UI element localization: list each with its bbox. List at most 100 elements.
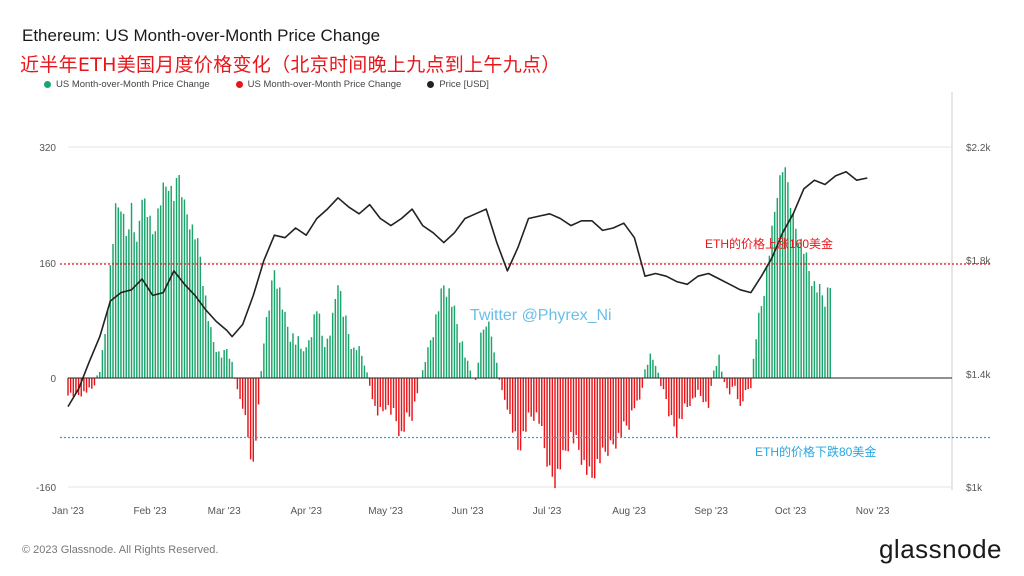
bar-positive bbox=[451, 306, 453, 378]
bar-positive bbox=[321, 335, 323, 378]
bar-positive bbox=[461, 341, 464, 378]
bar-negative bbox=[535, 378, 538, 413]
bar-negative bbox=[75, 378, 77, 394]
bar-positive bbox=[345, 315, 347, 378]
bar-negative bbox=[530, 378, 532, 417]
bar-negative bbox=[387, 378, 389, 406]
y-left-tick-label: 160 bbox=[39, 259, 56, 270]
x-tick-label: Feb '23 bbox=[134, 506, 167, 517]
bar-negative bbox=[631, 378, 633, 411]
bar-positive bbox=[318, 313, 321, 378]
legend-item-price[interactable]: Price [USD] bbox=[427, 79, 489, 90]
bar-positive bbox=[202, 286, 204, 378]
bar-positive bbox=[284, 311, 286, 379]
bar-negative bbox=[728, 378, 731, 395]
y-right-tick-label: $1.8k bbox=[966, 256, 991, 267]
bar-positive bbox=[797, 243, 800, 378]
bar-positive bbox=[226, 348, 228, 378]
bar-positive bbox=[316, 311, 318, 378]
bar-positive bbox=[292, 333, 294, 378]
bar-positive bbox=[173, 200, 175, 378]
bar-positive bbox=[763, 295, 765, 378]
bar-negative bbox=[572, 378, 575, 444]
bar-negative bbox=[392, 378, 395, 408]
bar-positive bbox=[366, 372, 368, 378]
bar-positive bbox=[146, 217, 149, 378]
bar-negative bbox=[83, 378, 85, 392]
bar-positive bbox=[286, 326, 289, 378]
bar-negative bbox=[390, 378, 392, 415]
bar-negative bbox=[697, 378, 699, 390]
bar-positive bbox=[199, 256, 202, 378]
bar-positive bbox=[218, 351, 220, 378]
bar-positive bbox=[445, 296, 448, 378]
annotation-down-label: ETH的价格下跌80美金 bbox=[755, 444, 876, 459]
bar-positive bbox=[803, 253, 805, 378]
bar-positive bbox=[821, 295, 824, 378]
bar-positive bbox=[493, 352, 495, 378]
legend-label: US Month-over-Month Price Change bbox=[247, 79, 402, 90]
bar-positive bbox=[212, 342, 215, 378]
legend-item-negative[interactable]: US Month-over-Month Price Change bbox=[235, 79, 402, 90]
bar-negative bbox=[623, 378, 625, 422]
bar-positive bbox=[829, 288, 831, 378]
bar-positive bbox=[334, 298, 337, 378]
bar-positive bbox=[276, 288, 278, 378]
bar-negative bbox=[567, 378, 569, 452]
bar-negative bbox=[588, 378, 591, 467]
bar-negative bbox=[660, 378, 662, 387]
bar-negative bbox=[564, 378, 567, 451]
bar-positive bbox=[453, 305, 456, 378]
bar-positive bbox=[464, 357, 466, 378]
bar-positive bbox=[789, 207, 792, 378]
bar-negative bbox=[731, 378, 734, 387]
bar-positive bbox=[715, 365, 718, 378]
bar-positive bbox=[189, 229, 191, 378]
bar-negative bbox=[562, 378, 564, 451]
bar-negative bbox=[379, 378, 382, 408]
bar-positive bbox=[347, 334, 350, 378]
annotation-up-label: ETH的价格上涨160美金 bbox=[705, 236, 833, 251]
bar-negative bbox=[255, 378, 257, 441]
bar-negative bbox=[596, 378, 599, 460]
bar-negative bbox=[538, 378, 540, 424]
bar-negative bbox=[244, 378, 247, 416]
x-tick-label: Jun '23 bbox=[452, 506, 484, 517]
bar-negative bbox=[691, 378, 694, 399]
bar-negative bbox=[543, 378, 546, 449]
bar-positive bbox=[310, 337, 313, 378]
bar-negative bbox=[533, 378, 535, 421]
bar-positive bbox=[223, 349, 225, 378]
legend-item-positive[interactable]: US Month-over-Month Price Change bbox=[44, 79, 210, 90]
bar-negative bbox=[591, 378, 593, 478]
bar-positive bbox=[125, 235, 127, 378]
y-right-tick-label: $1.4k bbox=[966, 370, 991, 381]
bar-negative bbox=[601, 378, 604, 448]
bar-positive bbox=[644, 369, 646, 379]
bar-positive bbox=[210, 327, 212, 378]
bar-positive bbox=[718, 354, 720, 378]
bar-positive bbox=[165, 186, 167, 378]
bar-positive bbox=[458, 342, 461, 378]
glassnode-logo: glassnode bbox=[878, 534, 1002, 564]
bar-positive bbox=[646, 364, 649, 378]
bar-positive bbox=[456, 324, 458, 378]
bar-positive bbox=[787, 182, 789, 378]
bar-positive bbox=[813, 281, 816, 378]
x-tick-label: Mar '23 bbox=[208, 506, 241, 517]
bar-positive bbox=[485, 326, 487, 378]
bar-positive bbox=[302, 351, 305, 378]
bar-positive bbox=[496, 362, 498, 378]
bar-negative bbox=[593, 378, 596, 479]
bar-positive bbox=[353, 347, 355, 378]
bar-positive bbox=[117, 207, 120, 378]
bar-positive bbox=[435, 314, 437, 378]
bar-positive bbox=[273, 270, 276, 378]
chart-subtitle: 近半年ETH美国月度价格变化（北京时间晚上九点到上午九点） bbox=[20, 54, 561, 76]
bar-positive bbox=[824, 306, 826, 378]
bar-negative bbox=[514, 378, 517, 432]
bar-negative bbox=[636, 378, 638, 401]
bar-positive bbox=[350, 348, 352, 378]
y-left-tick-label: 0 bbox=[50, 374, 56, 385]
